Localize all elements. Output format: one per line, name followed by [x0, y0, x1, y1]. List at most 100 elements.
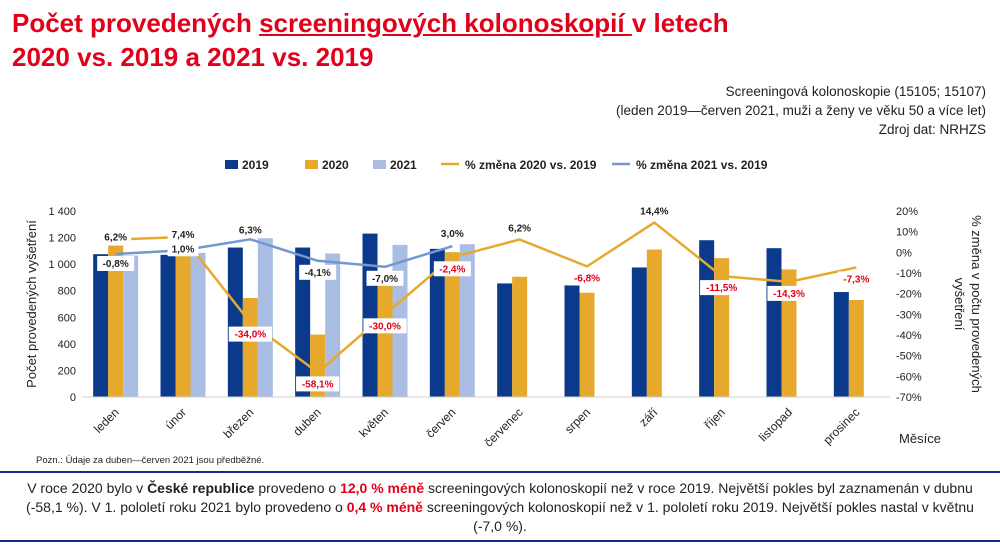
- y2-tick-label: 20%: [896, 206, 918, 218]
- data-label-bg: [167, 227, 199, 243]
- x-tick-label: duben: [290, 405, 323, 438]
- y-tick-label: 400: [58, 339, 76, 351]
- y-tick-label: 600: [58, 312, 76, 324]
- divider-bottom: [0, 540, 1000, 542]
- data-label-bg: [635, 203, 673, 219]
- bar-2019-říjen: [699, 240, 715, 397]
- title-part3: v letech: [631, 8, 729, 38]
- legend-label: % změna 2021 vs. 2019: [636, 158, 768, 172]
- y-tick-label: 1 000: [48, 259, 76, 271]
- data-label: -58,1%: [302, 379, 334, 390]
- summary-pct-2020: 12,0 % méně: [340, 480, 425, 496]
- y-tick-label: 800: [58, 286, 76, 298]
- y2-tick-label: 0%: [896, 247, 912, 259]
- bar-2020-červen: [444, 252, 460, 397]
- legend-label: % změna 2020 vs. 2019: [465, 158, 597, 172]
- bar-2020-únor: [175, 244, 191, 397]
- x-tick-label: únor: [162, 405, 189, 432]
- y-tick-label: 1 400: [48, 206, 76, 218]
- y2-tick-label: 10%: [896, 227, 918, 239]
- x-tick-label: leden: [91, 405, 122, 436]
- y2-tick-label: -40%: [896, 330, 922, 342]
- summary-s1: V roce 2020 bylo v: [27, 480, 148, 496]
- meta-line3: Zdroj dat: NRHZS: [878, 122, 986, 137]
- data-label-bg: [299, 264, 337, 280]
- legend-label: 2021: [390, 158, 417, 172]
- bar-2019-prosinec: [833, 292, 849, 397]
- x-tick-label: září: [636, 405, 661, 430]
- data-label-bg: [568, 270, 606, 286]
- data-label-bg: [296, 376, 340, 392]
- y2-tick-label: -60%: [896, 371, 922, 383]
- bar-2020-březen: [242, 298, 258, 397]
- x-tick-label: červen: [423, 405, 458, 440]
- bar-2019-listopad: [766, 248, 782, 397]
- x-tick-label: listopad: [756, 405, 795, 444]
- data-label-bg: [433, 261, 471, 277]
- data-label-bg: [97, 255, 135, 271]
- summary-s5: screeningových kolonoskopií než v roce 2…: [26, 480, 973, 515]
- y2-axis-title: % změna v počtu provedenýchvyšetření: [952, 215, 984, 393]
- bar-2019-červen: [429, 248, 445, 397]
- legend-swatch-2020: [305, 160, 318, 169]
- legend-swatch-2019: [225, 160, 238, 169]
- bar-2020-srpen: [579, 292, 595, 397]
- x-axis-title: Měsíce: [899, 431, 941, 446]
- summary-s3: provedeno o: [254, 480, 341, 496]
- title-line2: 2020 vs. 2019 a 2021 vs. 2019: [12, 42, 374, 72]
- bar-2021-červen: [459, 244, 475, 397]
- y-tick-label: 200: [58, 365, 76, 377]
- x-tick-label: prosinec: [820, 405, 862, 447]
- data-label-bg: [228, 326, 272, 342]
- bar-2021-březen: [257, 238, 273, 397]
- page-title: Počet provedených screeningových kolonos…: [12, 6, 992, 74]
- chart: 0 200 400 600 800 1 000 1 200 1 400 -70% -60% -50%…: [24, 158, 984, 450]
- line-2020-vs-2019: [115, 221, 857, 374]
- y2-tick-label: -70%: [896, 392, 922, 404]
- bar-2021-únor: [190, 252, 206, 397]
- title-part1: Počet provedených: [12, 8, 260, 38]
- summary-text: V roce 2020 bylo v České republice prove…: [14, 479, 986, 536]
- data-label-bg: [700, 280, 744, 296]
- data-label-bg: [366, 270, 404, 286]
- data-label-bg: [436, 226, 468, 242]
- y2-tick-label: -20%: [896, 289, 922, 301]
- footnote: Pozn.: Údaje za duben—červen 2021 jsou p…: [36, 455, 265, 466]
- bar-2020-listopad: [781, 269, 797, 397]
- data-label: 7,4%: [172, 230, 195, 241]
- data-label: 1,0%: [172, 244, 195, 255]
- bar-2019-červenec: [497, 283, 513, 397]
- legend-swatch-2021: [373, 160, 386, 169]
- data-label-bg: [504, 220, 536, 236]
- data-label: 6,2%: [508, 224, 531, 235]
- data-label: -34,0%: [234, 330, 266, 341]
- bar-2020-září: [646, 249, 662, 397]
- x-tick-label: květen: [356, 405, 391, 440]
- data-label: -14,3%: [773, 289, 805, 300]
- x-tick-label: březen: [221, 405, 257, 441]
- y-tick-label: 1 200: [48, 233, 76, 245]
- bar-2019-září: [631, 267, 647, 397]
- data-label: -6,8%: [574, 273, 600, 284]
- data-label: -0,8%: [103, 259, 129, 270]
- legend-label: 2019: [242, 158, 269, 172]
- bar-2020-leden: [108, 245, 124, 397]
- data-label: -7,0%: [372, 274, 398, 285]
- summary-pct-2021: 0,4 % méně: [346, 499, 423, 515]
- x-tick-label: červenec: [481, 405, 525, 449]
- x-tick-label: říjen: [701, 405, 727, 431]
- bar-2019-únor: [160, 254, 176, 397]
- y-axis-title: Počet provedených vyšetření: [24, 220, 39, 388]
- data-label: 6,2%: [104, 233, 127, 244]
- legend-label: 2020: [322, 158, 349, 172]
- data-label: -30,0%: [369, 321, 401, 332]
- data-label-bg: [100, 229, 132, 245]
- data-label-bg: [167, 241, 199, 257]
- bar-2021-leden: [123, 255, 139, 397]
- bar-2020-prosinec: [848, 300, 864, 397]
- bar-2019-březen: [227, 247, 243, 397]
- bar-2020-květen: [377, 282, 393, 397]
- divider-top: [0, 471, 1000, 473]
- y2-tick-label: -30%: [896, 309, 922, 321]
- data-label: -7,3%: [843, 274, 869, 285]
